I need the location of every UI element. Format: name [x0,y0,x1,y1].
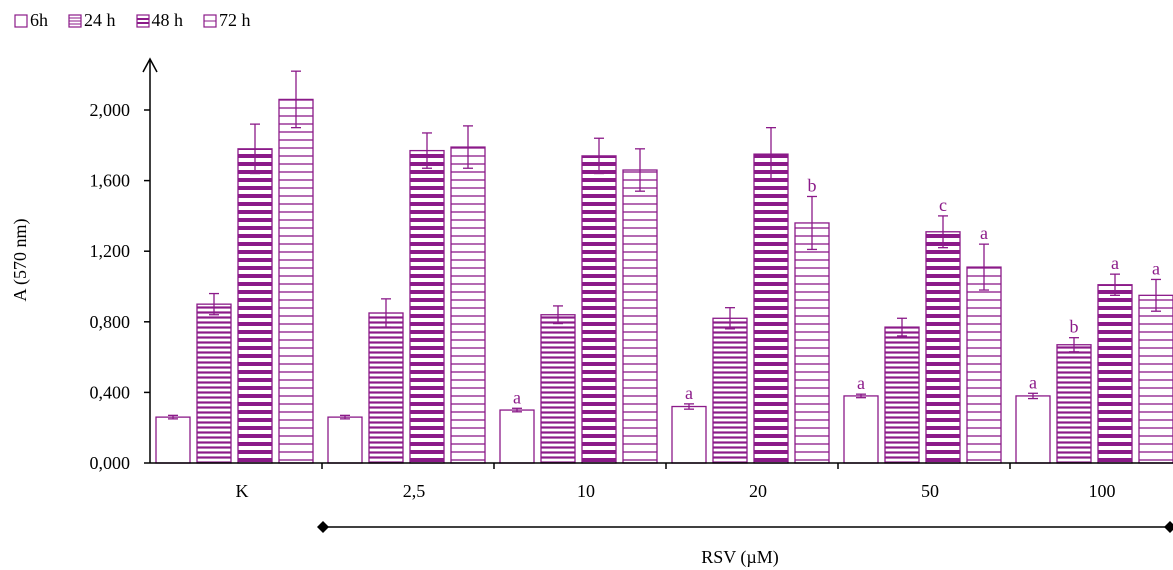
x-tick-label: 100 [1089,481,1116,501]
chart-legend: 6h 24 h 48 h 72 h [14,10,271,31]
bar [1138,294,1173,464]
bar [540,314,576,464]
legend-item-72h: 72 h [203,10,251,31]
y-tick-label: 2,000 [90,100,131,120]
bar [671,405,707,464]
bar [1056,344,1092,464]
bar [884,326,920,464]
rsv-range-indicator [317,521,1173,533]
bar [581,155,617,464]
legend-item-6h: 6h [14,10,48,31]
bar [1097,284,1133,464]
x-axis-label: RSV (µM) [701,547,779,568]
legend-swatch-wide-horizontal [203,13,217,28]
significance-label: c [939,195,947,215]
y-tick-label: 0,800 [90,312,131,332]
bar [196,303,232,464]
bar [712,317,748,464]
bar [966,266,1002,464]
significance-label: a [513,387,521,407]
x-tick-label: 20 [749,481,767,501]
range-start-diamond [317,521,329,533]
significance-label: a [1111,253,1119,273]
bar [327,416,363,464]
significance-label: b [808,175,817,195]
legend-item-48h: 48 h [135,10,184,31]
legend-swatch-dense-horizontal [68,13,82,28]
legend-item-24h: 24 h [68,10,116,31]
bars-group: a a b a c a a b a a [155,70,1173,464]
significance-label: a [1029,372,1037,392]
range-end-diamond [1164,521,1173,533]
bar [499,409,535,464]
significance-label: a [685,383,693,403]
bar [155,416,191,464]
legend-label-6h: 6h [30,10,48,30]
legend-label-72h: 72 h [219,10,251,30]
legend-label-24h: 24 h [84,10,116,30]
significance-label: a [857,373,865,393]
y-tick-label: 0,000 [90,453,131,473]
legend-label-48h: 48 h [151,10,184,30]
bar [450,146,486,464]
bar [1015,395,1051,464]
bar [237,148,273,464]
bar [622,169,658,464]
y-tick-label: 0,400 [90,382,131,402]
y-axis-label: A (570 nm) [10,218,31,301]
legend-swatch-open [14,13,28,28]
y-tick-label: 1,600 [90,171,131,191]
bar [409,149,445,464]
significance-label: b [1070,317,1079,337]
x-tick-label: 10 [577,481,595,501]
x-tick-label: 50 [921,481,939,501]
x-tick-label: 2,5 [403,481,426,501]
bar [925,231,961,464]
bar [843,395,879,464]
axes-group: 0,000 0,400 0,800 1,200 1,600 2,000 K 2,5 10 20 50… [90,57,1173,501]
y-axis-arrow [142,57,158,73]
significance-label: a [1152,258,1160,278]
bar [753,153,789,464]
y-tick-label: 1,200 [90,241,131,261]
legend-swatch-bold-horizontal [135,13,150,28]
x-tick-label: K [236,481,249,501]
significance-label: a [980,223,988,243]
bar [278,98,314,464]
bar [794,222,830,464]
bar [368,312,404,464]
